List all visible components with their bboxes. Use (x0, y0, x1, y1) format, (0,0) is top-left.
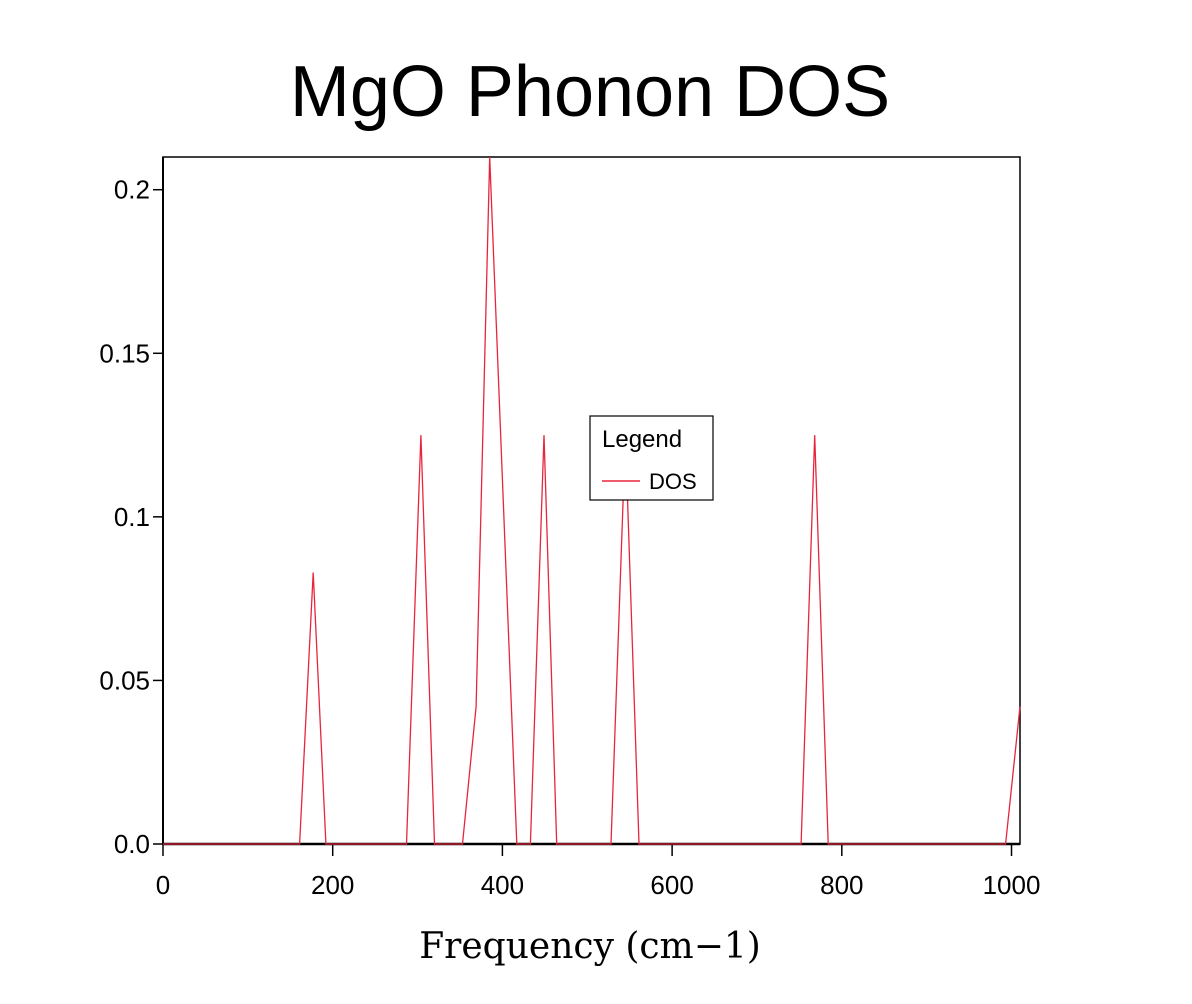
chart-title: MgO Phonon DOS (290, 52, 890, 132)
y-axis: 0.0 0.05 0.1 0.15 0.2 (99, 157, 164, 859)
legend-label-dos: DOS (649, 469, 697, 494)
x-tick-label: 400 (481, 870, 524, 900)
x-tick-label: 600 (650, 870, 693, 900)
x-tick-label: 200 (311, 870, 354, 900)
plot-area (163, 156, 1021, 845)
y-tick-label: 0.2 (114, 175, 150, 205)
y-tick-label: 0.05 (99, 665, 150, 695)
x-tick-label: 1000 (983, 870, 1041, 900)
x-tick-label: 0 (156, 870, 170, 900)
x-axis: 0 200 400 600 800 1000 (156, 842, 1041, 900)
y-tick-label: 0.1 (114, 502, 150, 532)
legend: Legend DOS (589, 415, 714, 501)
x-tick-label: 800 (820, 870, 863, 900)
series-line-dos (163, 156, 1021, 845)
x-axis-label: Frequency (cm−1) (419, 926, 761, 967)
legend-title: Legend (602, 426, 682, 453)
y-tick-label: 0.15 (99, 338, 150, 368)
y-tick-label: 0.0 (114, 829, 150, 859)
legend-box (589, 415, 714, 501)
